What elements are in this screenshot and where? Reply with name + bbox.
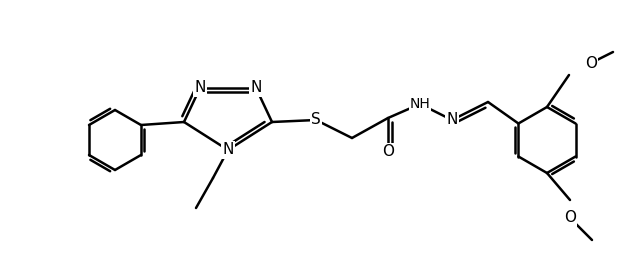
Text: N: N — [195, 80, 205, 95]
Text: O: O — [564, 211, 576, 225]
Text: S: S — [311, 112, 321, 128]
Text: N: N — [222, 143, 234, 158]
Text: O: O — [382, 144, 394, 160]
Text: NH: NH — [410, 97, 430, 111]
Text: N: N — [250, 80, 262, 95]
Text: N: N — [446, 112, 458, 128]
Text: O: O — [585, 55, 597, 70]
